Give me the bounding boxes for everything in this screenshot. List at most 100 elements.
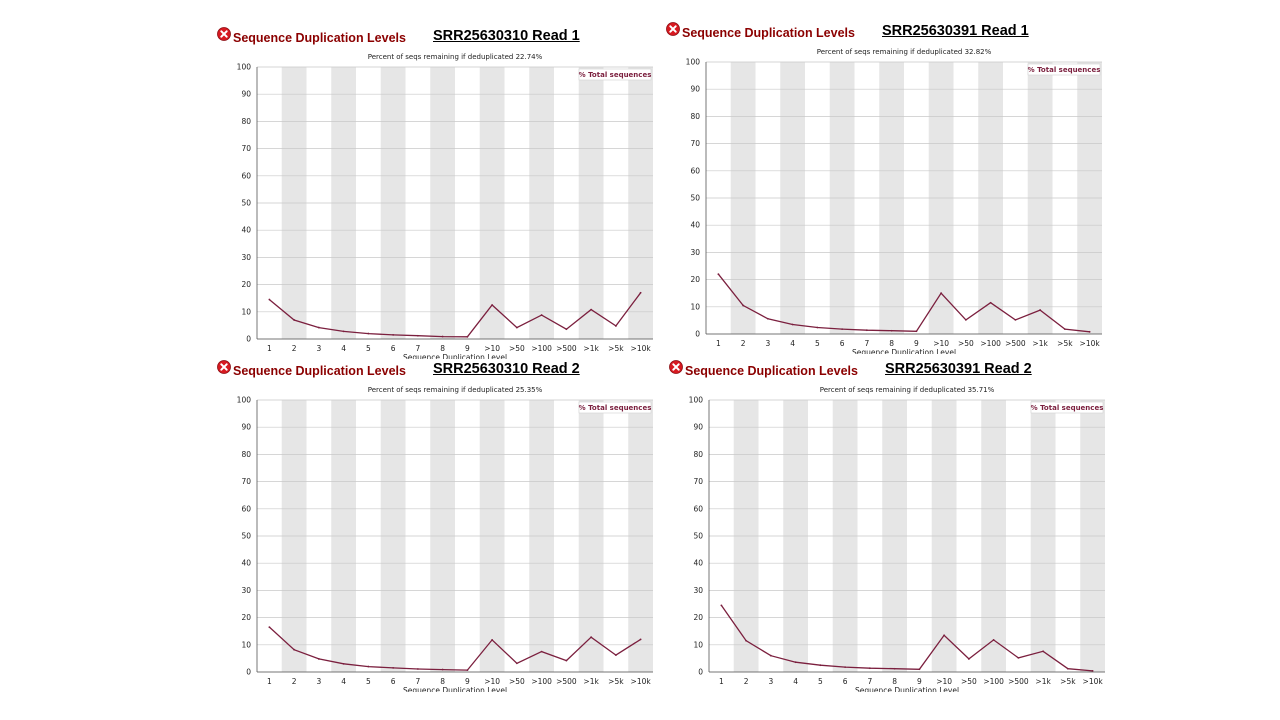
data-point — [515, 326, 518, 329]
x-tick-label: 9 — [465, 677, 470, 686]
data-point — [466, 335, 469, 338]
y-tick-label: 50 — [693, 532, 703, 541]
y-tick-label: 20 — [241, 613, 251, 622]
x-tick-label: 9 — [914, 339, 919, 348]
y-tick-label: 70 — [241, 477, 251, 486]
y-tick-label: 90 — [241, 423, 251, 432]
data-point — [392, 667, 395, 669]
y-tick-label: 50 — [690, 194, 700, 203]
data-point — [745, 639, 748, 642]
data-point — [1088, 330, 1091, 333]
data-point — [540, 650, 543, 653]
x-axis-label: Sequence Duplication Level — [852, 348, 956, 354]
x-tick-label: >10k — [631, 677, 652, 686]
x-tick-label: 3 — [316, 677, 321, 686]
x-tick-label: >100 — [531, 344, 552, 353]
y-tick-label: 80 — [241, 117, 251, 126]
data-point — [590, 308, 593, 311]
y-tick-label: 10 — [693, 640, 703, 649]
chart-title: Percent of seqs remaining if deduplicate… — [817, 48, 992, 56]
fail-status-icon — [217, 360, 231, 374]
x-tick-label: >5k — [608, 677, 624, 686]
x-tick-label: 6 — [391, 677, 396, 686]
y-tick-label: 70 — [693, 477, 703, 486]
x-tick-label: 6 — [843, 677, 848, 686]
x-tick-label: 1 — [719, 677, 724, 686]
duplication-chart-2: 0 10 20 30 40 50 60 70 80 90 100 1 2 3 4 5 6 7 8 9 >10 >50 >10… — [686, 48, 1102, 354]
x-tick-label: 3 — [316, 344, 321, 353]
data-point — [367, 332, 370, 335]
x-tick-label: 9 — [917, 677, 922, 686]
y-tick-label: 80 — [241, 450, 251, 459]
data-point — [816, 326, 819, 329]
x-tick-label: >1k — [583, 677, 599, 686]
data-point — [392, 334, 395, 336]
data-point — [342, 330, 345, 333]
legend-label: % Total sequences — [1031, 404, 1104, 412]
data-point — [1039, 309, 1042, 311]
x-tick-label: >10k — [631, 344, 652, 353]
module-title: Sequence Duplication Levels — [685, 364, 858, 378]
y-tick-label: 0 — [246, 668, 251, 677]
y-tick-label: 10 — [690, 302, 700, 311]
y-tick-label: 0 — [698, 668, 703, 677]
data-point — [293, 648, 296, 651]
x-tick-label: 7 — [864, 339, 869, 348]
y-tick-label: 60 — [241, 171, 251, 180]
data-point — [590, 636, 593, 639]
x-tick-label: 1 — [716, 339, 721, 348]
y-tick-label: 60 — [693, 504, 703, 513]
data-point — [293, 319, 296, 321]
module-title: Sequence Duplication Levels — [682, 26, 855, 40]
x-tick-label: 8 — [440, 677, 445, 686]
y-tick-label: 40 — [690, 221, 700, 230]
y-tick-label: 10 — [241, 640, 251, 649]
x-tick-label: 9 — [465, 344, 470, 353]
data-point — [416, 334, 419, 337]
x-tick-label: >10 — [484, 677, 500, 686]
fail-status-icon — [217, 27, 231, 41]
y-tick-label: 80 — [693, 450, 703, 459]
data-point — [268, 298, 271, 301]
x-tick-label: 4 — [793, 677, 798, 686]
x-tick-label: >5k — [1057, 339, 1073, 348]
x-tick-label: 6 — [391, 344, 396, 353]
data-point — [639, 291, 642, 294]
y-tick-label: 40 — [693, 559, 703, 568]
sample-label: SRR25630391 Read 2 — [885, 361, 1032, 377]
x-tick-label: 2 — [292, 344, 297, 353]
legend-box — [1027, 63, 1101, 76]
fail-status-icon — [666, 22, 680, 36]
y-tick-label: 100 — [686, 58, 701, 67]
x-tick-label: >100 — [983, 677, 1004, 686]
data-point — [1091, 670, 1094, 672]
module-title: Sequence Duplication Levels — [233, 364, 406, 378]
data-point — [614, 654, 617, 657]
data-point — [766, 317, 769, 320]
data-point — [720, 604, 723, 607]
x-tick-label: 8 — [892, 677, 897, 686]
data-point — [819, 664, 822, 667]
data-point — [416, 668, 419, 670]
y-tick-label: 30 — [693, 586, 703, 595]
x-tick-label: 5 — [818, 677, 823, 686]
x-tick-label: >50 — [509, 677, 525, 686]
x-tick-label: 7 — [415, 344, 420, 353]
legend-box — [578, 68, 652, 81]
data-point — [865, 329, 868, 332]
x-tick-label: 4 — [790, 339, 795, 348]
y-tick-label: 70 — [241, 144, 251, 153]
sample-label: SRR25630391 Read 1 — [882, 23, 1029, 39]
y-tick-label: 60 — [241, 504, 251, 513]
x-tick-label: >1k — [583, 344, 599, 353]
x-tick-label: >5k — [1060, 677, 1076, 686]
data-point — [565, 328, 568, 331]
y-tick-label: 40 — [241, 559, 251, 568]
x-tick-label: >500 — [1005, 339, 1026, 348]
data-point — [794, 661, 797, 664]
y-tick-label: 40 — [241, 226, 251, 235]
data-point — [491, 304, 494, 306]
data-point — [317, 658, 320, 660]
data-point — [841, 328, 844, 331]
data-point — [1063, 328, 1066, 331]
